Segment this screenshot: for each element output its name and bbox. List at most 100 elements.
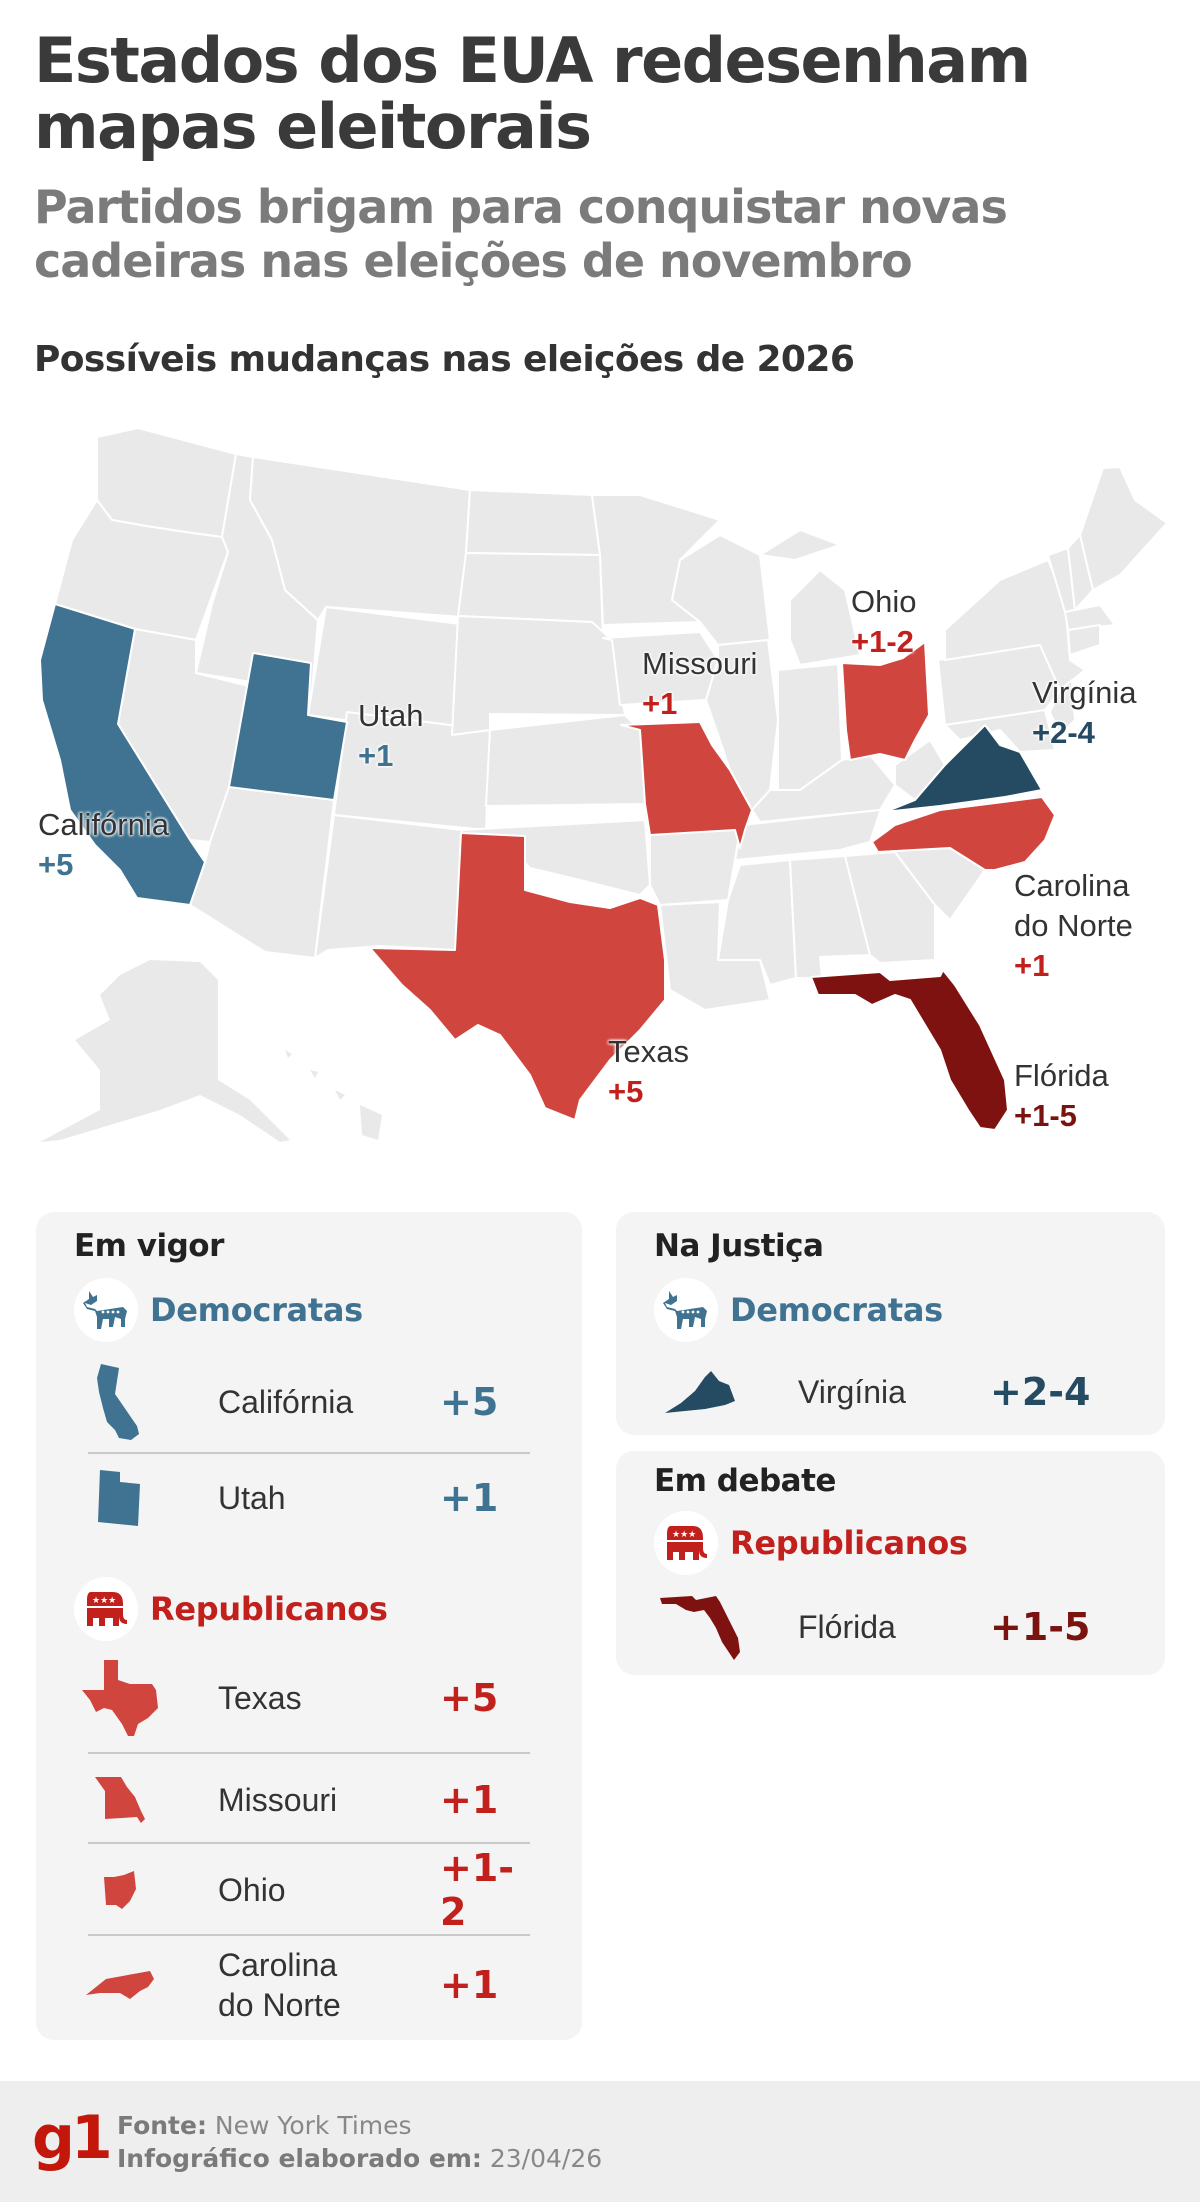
map-label-ohio-name: Ohio xyxy=(851,584,917,619)
map-label-florida: Flórida +1-5 xyxy=(1014,1056,1109,1136)
svg-text:★★★: ★★★ xyxy=(672,1530,696,1540)
card-em-debate-title: Em debate xyxy=(654,1463,836,1499)
list-item-north-carolina: Carolina do Norte +1 xyxy=(72,1940,532,2030)
map-label-missouri-name: Missouri xyxy=(642,646,758,681)
map-label-california: Califórnia +5 xyxy=(38,805,169,885)
list-item-florida-name: Flórida xyxy=(798,1609,896,1645)
footer-source: Fonte: New York Times xyxy=(117,2111,412,2140)
map-label-california-value: +5 xyxy=(38,847,74,882)
north-carolina-shape-icon xyxy=(72,1969,168,2001)
map-label-utah-value: +1 xyxy=(358,738,394,773)
map-label-texas-name: Texas xyxy=(608,1034,689,1069)
us-map: Califórnia +5 Utah +1 Missouri +1 Ohio +… xyxy=(0,420,1200,1150)
map-label-virginia-name: Virgínia xyxy=(1032,675,1137,710)
state-connecticut xyxy=(1067,624,1101,656)
list-item-north-carolina-name: Carolina do Norte xyxy=(218,1945,341,2025)
state-missouri xyxy=(620,721,753,849)
divider xyxy=(88,1752,530,1754)
state-nebraska xyxy=(451,615,626,736)
list-item-missouri-value: +1 xyxy=(440,1778,499,1822)
list-item-california: Califórnia +5 xyxy=(72,1362,532,1442)
list-item-missouri-name: Missouri xyxy=(218,1782,338,1818)
map-label-ohio: Ohio +1-2 xyxy=(851,582,916,662)
list-item-north-carolina-line2: do Norte xyxy=(218,1987,341,2023)
map-label-ohio-value: +1-2 xyxy=(851,624,914,659)
state-arizona xyxy=(189,786,335,959)
footer-date-label: Infográfico elaborado em: xyxy=(117,2144,482,2173)
footer-source-value: New York Times xyxy=(214,2111,412,2140)
map-label-virginia: Virgínia +2-4 xyxy=(1032,673,1137,753)
g1-logo: g1 xyxy=(32,2103,113,2173)
party-republicans-header: ★★★ Republicanos xyxy=(74,1577,388,1641)
list-item-california-value: +5 xyxy=(440,1380,499,1424)
party-republicans-label: Republicanos xyxy=(730,1524,968,1562)
list-item-texas-name: Texas xyxy=(218,1680,302,1716)
state-north-dakota xyxy=(465,489,601,556)
party-democrats-header: Democratas xyxy=(654,1278,943,1342)
list-item-north-carolina-line1: Carolina xyxy=(218,1947,338,1983)
state-hawaii xyxy=(285,1050,382,1140)
list-item-florida: Flórida +1-5 xyxy=(652,1591,1115,1663)
elephant-icon: ★★★ xyxy=(74,1577,138,1641)
map-label-florida-name: Flórida xyxy=(1014,1058,1109,1093)
list-item-texas-value: +5 xyxy=(440,1676,499,1720)
list-item-virginia-name: Virgínia xyxy=(798,1374,906,1410)
state-california xyxy=(39,603,206,906)
state-north-carolina xyxy=(871,796,1056,871)
list-item-utah-value: +1 xyxy=(440,1476,499,1520)
card-em-vigor-title: Em vigor xyxy=(74,1228,224,1264)
state-florida xyxy=(810,969,1009,1131)
footer-source-label: Fonte: xyxy=(117,2111,207,2140)
virginia-shape-icon xyxy=(652,1371,748,1413)
state-ohio xyxy=(841,641,930,761)
map-label-utah: Utah +1 xyxy=(358,696,423,776)
list-item-north-carolina-value: +1 xyxy=(440,1963,499,2007)
state-utah xyxy=(228,652,348,801)
state-alaska xyxy=(40,960,290,1142)
state-virginia xyxy=(884,724,1043,813)
state-michigan xyxy=(759,529,861,666)
us-map-svg xyxy=(39,427,1168,1142)
map-label-missouri: Missouri +1 xyxy=(642,644,757,724)
state-new-york xyxy=(944,559,1086,691)
page-title: Estados dos EUA redesenham mapas eleitor… xyxy=(34,24,1031,163)
map-label-north-carolina-line1: Carolina xyxy=(1014,868,1130,903)
card-na-justica-title: Na Justiça xyxy=(654,1228,824,1264)
party-republicans-header: ★★★ Republicanos xyxy=(654,1511,968,1575)
state-kansas xyxy=(485,714,646,807)
svg-text:★★★: ★★★ xyxy=(92,1596,116,1606)
list-item-texas: Texas +5 xyxy=(72,1654,532,1742)
party-republicans-label: Republicanos xyxy=(150,1590,388,1628)
florida-shape-icon xyxy=(652,1594,748,1660)
map-label-california-name: Califórnia xyxy=(38,807,169,842)
list-item-ohio-value: +1-2 xyxy=(440,1846,515,1934)
list-item-florida-value: +1-5 xyxy=(990,1605,1091,1649)
donkey-icon xyxy=(74,1278,138,1342)
utah-shape-icon xyxy=(72,1470,168,1526)
elephant-icon: ★★★ xyxy=(654,1511,718,1575)
donkey-icon xyxy=(654,1278,718,1342)
map-label-virginia-value: +2-4 xyxy=(1032,715,1095,750)
list-item-missouri: Missouri +1 xyxy=(72,1760,532,1840)
map-label-missouri-value: +1 xyxy=(642,686,678,721)
map-label-texas-value: +5 xyxy=(608,1074,644,1109)
footer: g1 Fonte: New York Times Infográfico ela… xyxy=(0,2081,1200,2202)
page-subtitle: Partidos brigam para conquistar novas ca… xyxy=(34,180,1008,288)
list-item-ohio: Ohio +1-2 xyxy=(72,1846,532,1934)
state-new-mexico xyxy=(314,814,463,959)
party-democrats-header: Democratas xyxy=(74,1278,363,1342)
state-texas xyxy=(369,832,666,1121)
map-label-utah-name: Utah xyxy=(358,698,424,733)
footer-date: Infográfico elaborado em: 23/04/26 xyxy=(117,2144,602,2173)
map-label-north-carolina: Carolina do Norte +1 xyxy=(1014,866,1133,986)
divider xyxy=(88,1842,530,1844)
footer-date-value: 23/04/26 xyxy=(489,2144,603,2173)
state-maine xyxy=(1079,466,1168,591)
texas-shape-icon xyxy=(72,1660,168,1736)
list-item-virginia: Virgínia +2-4 xyxy=(652,1360,1115,1424)
map-label-florida-value: +1-5 xyxy=(1014,1098,1077,1133)
card-em-debate: Em debate ★★★ Republicanos Flórida +1-5 xyxy=(616,1451,1165,1675)
list-item-virginia-value: +2-4 xyxy=(990,1370,1091,1414)
state-louisiana xyxy=(659,901,771,1011)
list-item-utah-name: Utah xyxy=(218,1480,286,1516)
